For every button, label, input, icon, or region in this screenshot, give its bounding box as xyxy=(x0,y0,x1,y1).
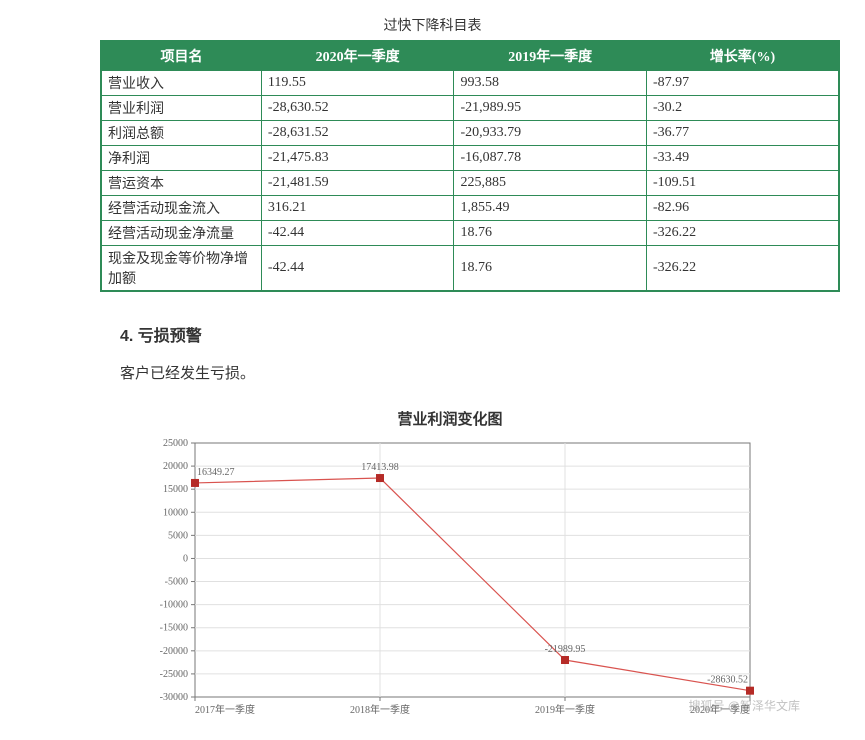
svg-text:16349.27: 16349.27 xyxy=(197,467,235,478)
table-cell: 营业收入 xyxy=(101,71,261,96)
svg-text:-21989.95: -21989.95 xyxy=(545,644,586,655)
svg-text:0: 0 xyxy=(183,553,188,564)
table-cell: -36.77 xyxy=(646,121,839,146)
table-cell: -82.96 xyxy=(646,196,839,221)
table-row: 营业收入119.55993.58-87.97 xyxy=(101,71,839,96)
table-cell: -109.51 xyxy=(646,171,839,196)
table-header: 2019年一季度 xyxy=(454,41,647,71)
table-cell: 225,885 xyxy=(454,171,647,196)
table-cell: 经营活动现金流入 xyxy=(101,196,261,221)
table-title: 过快下降科目表 xyxy=(30,15,835,35)
table-cell: -28,631.52 xyxy=(261,121,454,146)
table-cell: 净利润 xyxy=(101,146,261,171)
table-cell: 18.76 xyxy=(454,246,647,292)
table-cell: -28,630.52 xyxy=(261,96,454,121)
svg-text:15000: 15000 xyxy=(163,484,188,495)
chart-svg: -30000 -25000 -20000 -15000 -10000 -5000 0 5000… xyxy=(140,435,760,725)
table-header: 项目名 xyxy=(101,41,261,71)
profit-chart: 营业利润变化图 -30000 -25000 -20000 -15000 -10000 -5… xyxy=(140,408,760,730)
table-row: 现金及现金等价物净增加额-42.4418.76-326.22 xyxy=(101,246,839,292)
svg-text:17413.98: 17413.98 xyxy=(361,462,399,473)
table-cell: -20,933.79 xyxy=(454,121,647,146)
svg-text:5000: 5000 xyxy=(168,530,188,541)
table-row: 营运资本-21,481.59225,885-109.51 xyxy=(101,171,839,196)
table-cell: -33.49 xyxy=(646,146,839,171)
table-cell: 1,855.49 xyxy=(454,196,647,221)
table-cell: 经营活动现金净流量 xyxy=(101,221,261,246)
table-cell: 18.76 xyxy=(454,221,647,246)
table-cell: 119.55 xyxy=(261,71,454,96)
table-row: 净利润-21,475.83-16,087.78-33.49 xyxy=(101,146,839,171)
watermark: 搜狐号 @智泽华文库 xyxy=(688,697,800,714)
table-cell: -30.2 xyxy=(646,96,839,121)
section-body: 客户已经发生亏损。 xyxy=(120,361,835,388)
table-row: 经营活动现金净流量-42.4418.76-326.22 xyxy=(101,221,839,246)
table-cell: -42.44 xyxy=(261,221,454,246)
table-row: 营业利润-28,630.52-21,989.95-30.2 xyxy=(101,96,839,121)
table-cell: -42.44 xyxy=(261,246,454,292)
table-cell: -21,481.59 xyxy=(261,171,454,196)
svg-text:-20000: -20000 xyxy=(160,646,188,657)
table-cell: -87.97 xyxy=(646,71,839,96)
svg-text:-25000: -25000 xyxy=(160,669,188,680)
svg-text:20000: 20000 xyxy=(163,461,188,472)
table-cell: -326.22 xyxy=(646,246,839,292)
svg-text:-10000: -10000 xyxy=(160,600,188,611)
section-heading: 4. 亏损预警 xyxy=(120,322,835,346)
table-row: 利润总额-28,631.52-20,933.79-36.77 xyxy=(101,121,839,146)
svg-text:10000: 10000 xyxy=(163,507,188,518)
table-cell: -326.22 xyxy=(646,221,839,246)
svg-text:-28630.52: -28630.52 xyxy=(707,675,748,686)
table-cell: 利润总额 xyxy=(101,121,261,146)
table-header: 增长率(%) xyxy=(646,41,839,71)
table-cell: -16,087.78 xyxy=(454,146,647,171)
table-cell: 现金及现金等价物净增加额 xyxy=(101,246,261,292)
table-cell: 营业利润 xyxy=(101,96,261,121)
table-cell: 316.21 xyxy=(261,196,454,221)
table-cell: 营运资本 xyxy=(101,171,261,196)
chart-title: 营业利润变化图 xyxy=(140,408,760,429)
svg-text:-30000: -30000 xyxy=(160,692,188,703)
table-row: 经营活动现金流入316.211,855.49-82.96 xyxy=(101,196,839,221)
table-cell: -21,989.95 xyxy=(454,96,647,121)
table-header: 2020年一季度 xyxy=(261,41,454,71)
svg-text:-15000: -15000 xyxy=(160,623,188,634)
table-cell: -21,475.83 xyxy=(261,146,454,171)
svg-text:-5000: -5000 xyxy=(165,577,188,588)
decline-table: 项目名2020年一季度2019年一季度增长率(%) 营业收入119.55993.… xyxy=(100,40,840,292)
svg-text:25000: 25000 xyxy=(163,438,188,449)
table-cell: 993.58 xyxy=(454,71,647,96)
